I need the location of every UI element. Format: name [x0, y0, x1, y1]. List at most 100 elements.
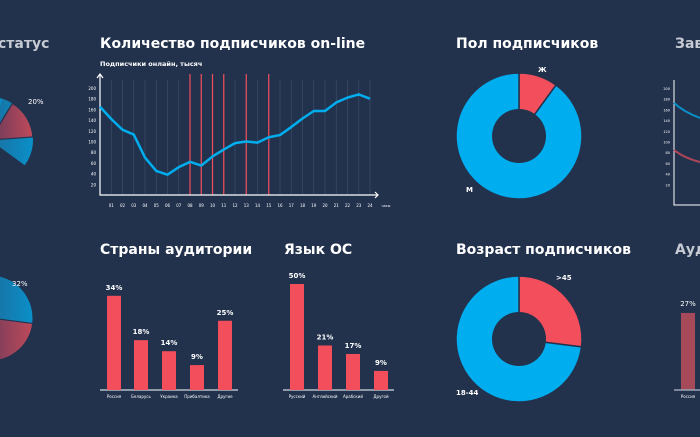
x-tick-label: 02	[120, 203, 126, 208]
bar-category-label: Россия	[107, 394, 122, 399]
bar-value-label: 18%	[133, 328, 150, 336]
y-tick-label: 160	[88, 107, 96, 112]
bar	[190, 365, 204, 390]
bar	[346, 353, 360, 390]
right-y-tick: 160	[663, 108, 670, 112]
y-tick-label: 20	[91, 182, 97, 187]
x-tick-label: 15	[266, 203, 272, 208]
bar-category-label: Другие	[217, 394, 233, 399]
os-chart-title: Язык ОС	[284, 242, 353, 258]
right-y-tick: 140	[663, 119, 670, 123]
bar	[107, 295, 121, 390]
status2-pie-label: 32%	[12, 280, 28, 288]
bar-value-label: 17%	[345, 342, 362, 350]
right-y-tick: 200	[663, 87, 670, 91]
y-tick-label: 120	[88, 129, 96, 134]
x-axis-label: часы	[382, 204, 391, 208]
x-tick-label: 04	[142, 203, 148, 208]
y-tick-label: 140	[88, 118, 96, 123]
bar	[374, 370, 388, 390]
slice-label: >45	[556, 274, 572, 282]
x-tick-label: 22	[345, 203, 351, 208]
x-tick-label: 18	[300, 203, 306, 208]
gender-chart-title: Пол подписчиков	[456, 36, 599, 52]
status-pie-label: 20%	[28, 98, 44, 106]
right-y-tick: 100	[663, 141, 670, 145]
bar	[134, 340, 148, 390]
bar	[218, 320, 232, 390]
online-chart-title: Количество подписчиков on-line	[100, 36, 366, 52]
bar-category-label: Прибалтика	[184, 394, 210, 399]
bar-category-label: Английский	[312, 394, 337, 399]
bar-category-label: Украина	[160, 394, 178, 399]
x-tick-label: 16	[277, 203, 283, 208]
right-axes	[673, 80, 700, 206]
bar-value-label: 50%	[289, 272, 306, 280]
axes	[99, 74, 378, 196]
x-tick-label: 11	[221, 203, 227, 208]
y-tick-label: 40	[91, 172, 97, 177]
x-tick-label: 21	[334, 203, 340, 208]
x-tick-label: 13	[244, 203, 250, 208]
x-tick-label: 09	[199, 203, 205, 208]
right-series-red	[673, 149, 700, 163]
x-tick-label: 05	[154, 203, 160, 208]
age-chart-title: Возраст подписчиков	[456, 242, 631, 258]
donut-hole	[492, 312, 546, 366]
bar-value-label: 9%	[191, 353, 203, 361]
x-tick-label: 07	[176, 203, 182, 208]
right-y-tick: 20	[666, 183, 670, 187]
right-bar-category: Россия	[681, 394, 696, 399]
status-pie-slice	[0, 102, 34, 140]
bar	[290, 284, 304, 390]
bar-value-label: 21%	[317, 333, 334, 341]
status2-pie-slice	[0, 275, 34, 325]
right-bottom-title: Ауд	[675, 242, 700, 258]
right-y-tick: 80	[666, 151, 670, 155]
x-tick-label: 10	[210, 203, 216, 208]
bar-category-label: Другой	[373, 394, 389, 399]
slice-label: М	[466, 186, 473, 194]
status-pie-slice	[0, 98, 3, 108]
bar-value-label: 14%	[161, 339, 178, 347]
y-tick-label: 100	[88, 140, 96, 145]
y-tick-label: 200	[88, 86, 96, 91]
x-tick-label: 24	[367, 203, 373, 208]
bar-value-label: 9%	[375, 359, 387, 367]
bar	[318, 345, 332, 390]
bar-category-label: Русский	[289, 394, 306, 399]
x-tick-label: 14	[255, 203, 261, 208]
slice-label: 18-44	[456, 389, 479, 397]
slice-label: Ж	[538, 66, 547, 74]
right-series-blue	[673, 102, 700, 119]
status-title: статус	[0, 36, 50, 52]
x-tick-label: 06	[165, 203, 171, 208]
bar	[162, 351, 176, 390]
right-bar	[681, 313, 695, 390]
x-tick-label: 23	[356, 203, 362, 208]
status2-pie-slice	[0, 318, 34, 361]
bar-value-label: 34%	[106, 284, 123, 292]
y-tick-label: 60	[91, 161, 97, 166]
x-tick-label: 01	[109, 203, 115, 208]
right-top-title: Зав	[675, 36, 700, 52]
x-tick-label: 12	[232, 203, 238, 208]
x-tick-label: 17	[289, 203, 295, 208]
axis-arrows	[96, 73, 379, 199]
bar-value-label: 25%	[217, 309, 234, 317]
right-y-tick: 60	[666, 162, 670, 166]
bar-category-label: Беларусь	[131, 394, 151, 399]
y-tick-label: 80	[91, 150, 97, 155]
countries-chart-title: Страны аудитории	[100, 242, 253, 258]
x-tick-label: 20	[322, 203, 328, 208]
y-tick-label: 180	[88, 97, 96, 102]
right-y-tick: 120	[663, 130, 670, 134]
x-tick-label: 08	[187, 203, 193, 208]
bar-category-label: Арабский	[343, 394, 363, 399]
right-y-tick: 40	[666, 173, 670, 177]
x-tick-label: 19	[311, 203, 317, 208]
y-axis-label: Подписчики онлайн, тысяч	[100, 60, 202, 68]
online-series-line	[99, 93, 371, 176]
donut-hole	[492, 109, 546, 163]
